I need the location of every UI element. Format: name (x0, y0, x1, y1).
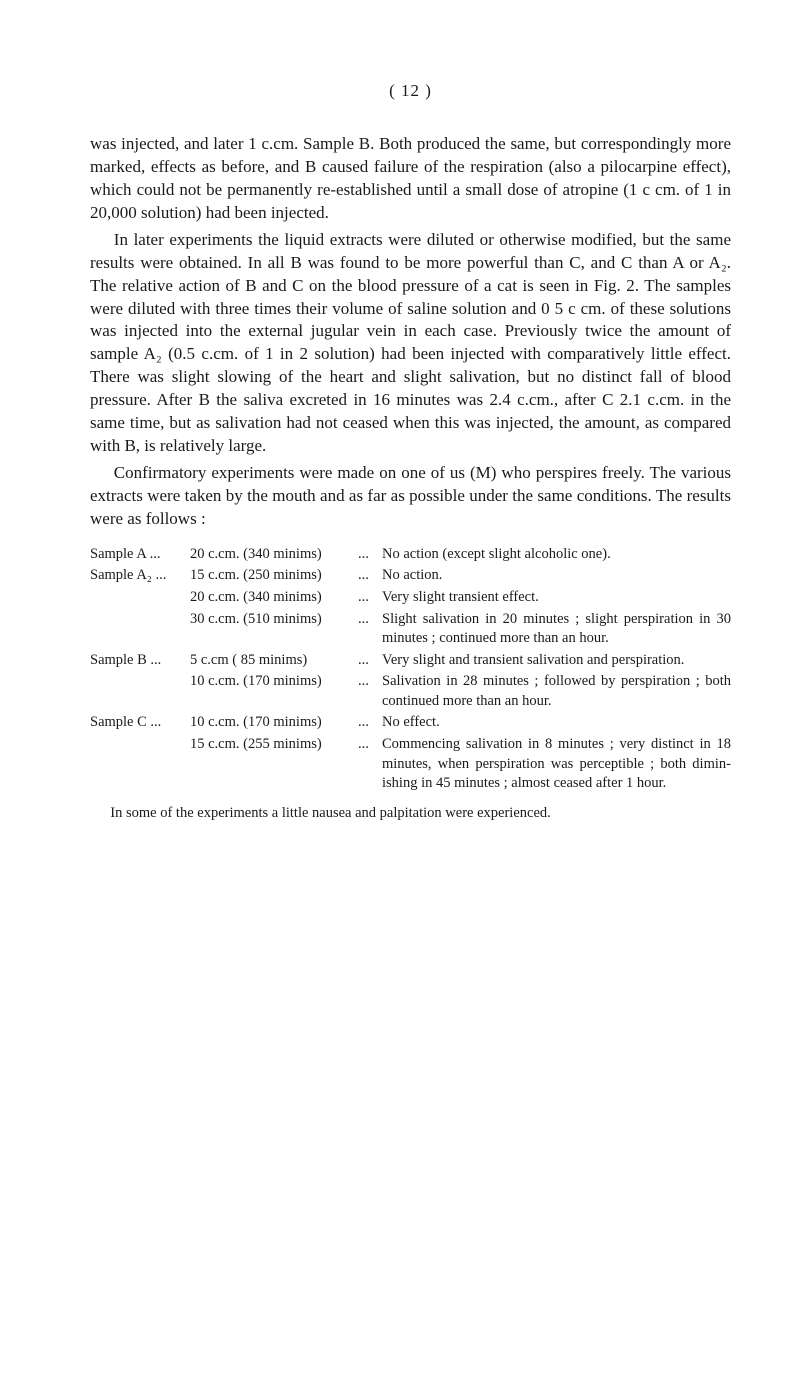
sample-dose: 30 c.cm. (510 minims) (190, 610, 358, 630)
sample-dots: ... (358, 713, 382, 733)
page: ( 12 ) was injected, and later 1 c.cm. S… (0, 0, 801, 898)
sample-dose: 5 c.cm ( 85 minims) (190, 651, 358, 671)
sample-desc: Slight salivation in 20 minutes ; slight… (382, 610, 731, 649)
sample-dose: 10 c.cm. (170 minims) (190, 713, 358, 733)
sample-label: Sample A ... (90, 545, 190, 565)
sample-dots: ... (358, 588, 382, 608)
sample-row: 30 c.cm. (510 minims) ... Slight salivat… (90, 610, 731, 649)
sample-label: Sample B ... (90, 651, 190, 671)
paragraph-1: was injected, and later 1 c.cm. Sample B… (90, 133, 731, 225)
sample-label: Sample C ... (90, 713, 190, 733)
sample-dots: ... (358, 545, 382, 565)
sample-dose: 20 c.cm. (340 minims) (190, 588, 358, 608)
sample-dots: ... (358, 610, 382, 630)
sample-table: Sample A ... 20 c.cm. (340 minims) ... N… (90, 545, 731, 794)
page-number: ( 12 ) (90, 80, 731, 103)
sample-desc: Very slight and transient sali­vation an… (382, 651, 731, 671)
sample-dose: 10 c.cm. (170 minims) (190, 672, 358, 692)
sample-row: 20 c.cm. (340 minims) ... Very slight tr… (90, 588, 731, 608)
sample-dose: 20 c.cm. (340 minims) (190, 545, 358, 565)
sample-row: Sample B ... 5 c.cm ( 85 minims) ... Ver… (90, 651, 731, 671)
footer-paragraph: In some of the experiments a little naus… (90, 804, 731, 824)
sample-row: 10 c.cm. (170 minims) ... Salivation in … (90, 672, 731, 711)
sample-row: Sample A ... 20 c.cm. (340 minims) ... N… (90, 545, 731, 565)
sample-dots: ... (358, 566, 382, 586)
paragraph-2: In later experiments the liquid extracts… (90, 229, 731, 458)
sample-desc: No action (except slight alcoholic one). (382, 545, 731, 565)
sample-dots: ... (358, 651, 382, 671)
sample-dots: ... (358, 672, 382, 692)
sample-row: Sample C ... 10 c.cm. (170 minims) ... N… (90, 713, 731, 733)
sample-row: Sample A₂ ... 15 c.cm. (250 minims) ... … (90, 566, 731, 586)
sample-dose: 15 c.cm. (255 minims) (190, 735, 358, 755)
sample-label: Sample A₂ ... (90, 566, 190, 586)
sample-dose: 15 c.cm. (250 minims) (190, 566, 358, 586)
paragraph-3: Confirmatory experiments were made on on… (90, 462, 731, 531)
sample-dots: ... (358, 735, 382, 755)
sample-desc: Salivation in 28 minutes ; fol­lowed by … (382, 672, 731, 711)
sample-desc: Very slight transient effect. (382, 588, 731, 608)
sample-desc: No effect. (382, 713, 731, 733)
sample-desc: No action. (382, 566, 731, 586)
sample-row: 15 c.cm. (255 minims) ... Commencing sal… (90, 735, 731, 794)
sample-desc: Commencing salivation in 8 minutes ; ver… (382, 735, 731, 794)
